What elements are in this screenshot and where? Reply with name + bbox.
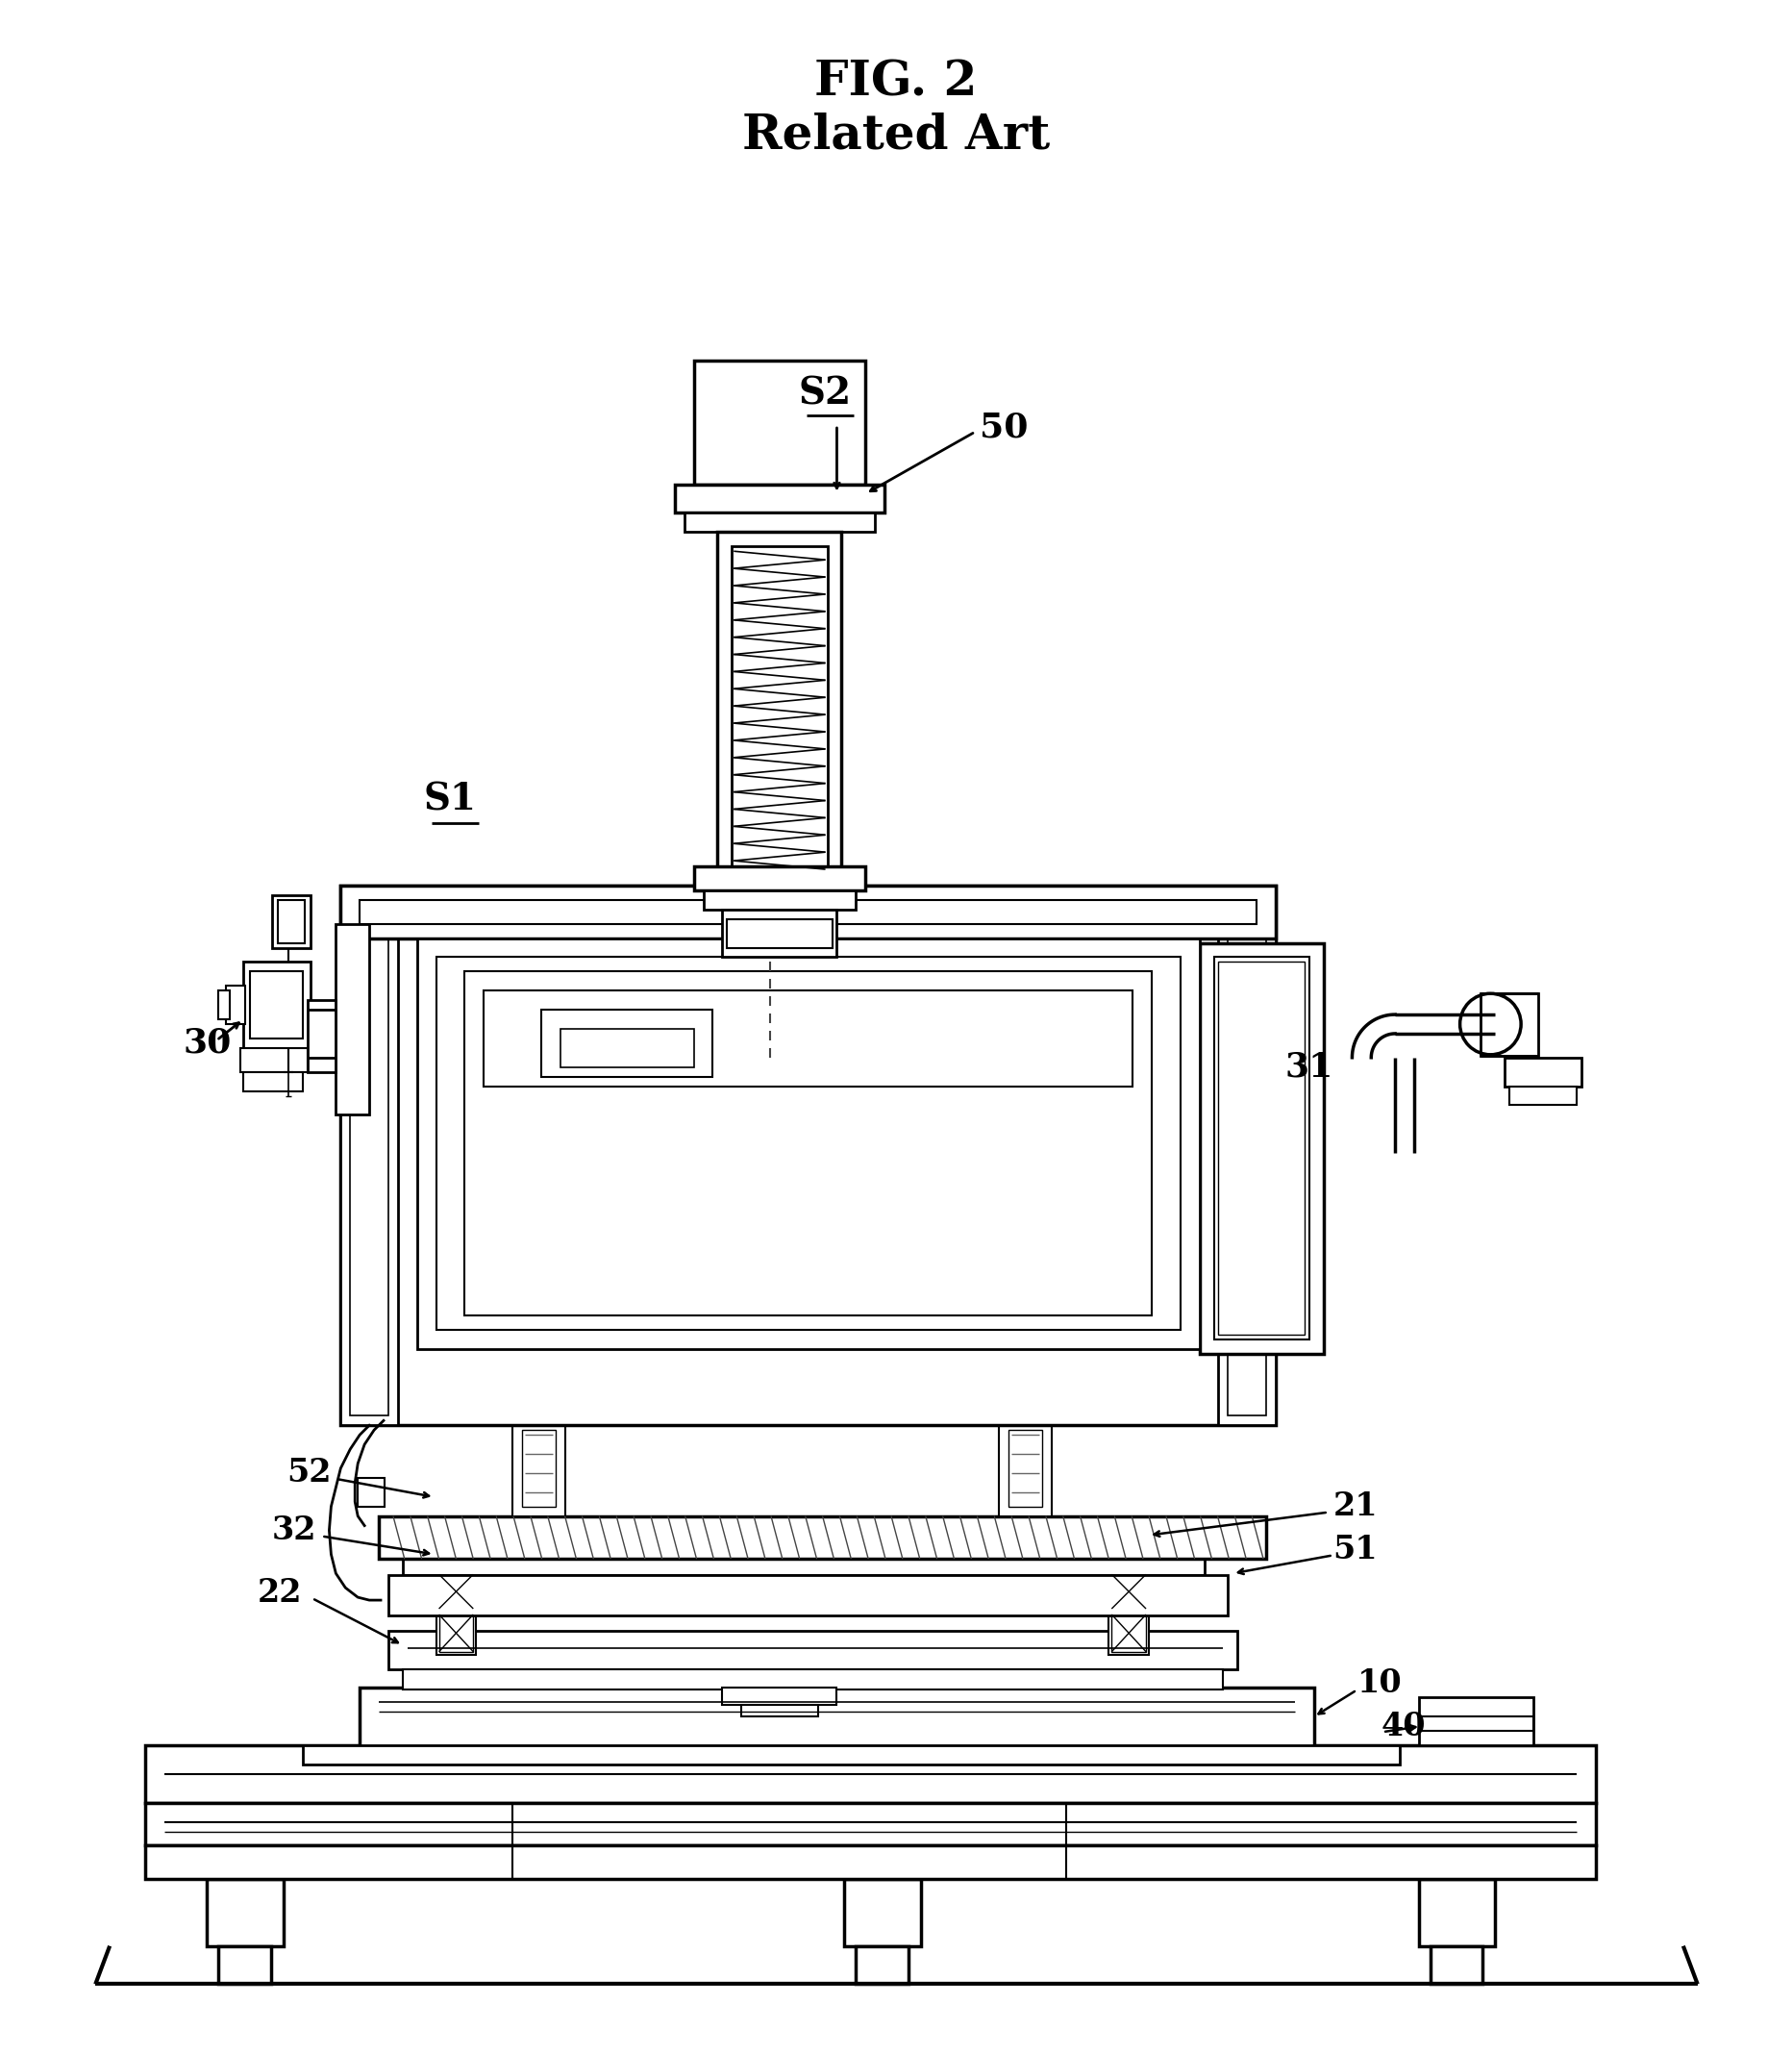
Text: Related Art: Related Art	[742, 113, 1050, 160]
Text: S2: S2	[799, 376, 851, 412]
Bar	[240, 1049, 306, 1071]
Bar	[244, 962, 310, 1049]
Bar	[717, 531, 840, 886]
Bar	[722, 1689, 837, 1705]
Bar	[1417, 1880, 1495, 1945]
Bar	[145, 1845, 1595, 1880]
Bar	[702, 891, 855, 909]
Text: 32: 32	[272, 1514, 317, 1547]
Bar	[244, 1071, 303, 1092]
Bar	[1417, 1718, 1532, 1732]
Bar	[742, 1705, 817, 1718]
Text: 10: 10	[1357, 1668, 1401, 1699]
Bar	[464, 971, 1150, 1315]
Bar	[685, 513, 874, 531]
Bar	[513, 1420, 564, 1516]
Bar	[1213, 956, 1308, 1340]
Bar	[306, 999, 335, 1071]
Text: 52: 52	[287, 1457, 332, 1490]
Bar	[1228, 895, 1265, 1416]
Bar	[349, 895, 389, 1416]
Bar	[206, 1880, 283, 1945]
Bar	[694, 361, 866, 484]
Bar	[360, 901, 1256, 923]
Bar	[335, 923, 369, 1114]
Bar	[1417, 1697, 1532, 1746]
Bar	[219, 1945, 271, 1984]
Bar	[1199, 942, 1322, 1354]
Text: S1: S1	[423, 782, 477, 819]
Bar	[278, 901, 305, 942]
Bar	[340, 886, 1276, 938]
Bar	[728, 919, 831, 948]
Bar	[435, 956, 1179, 1330]
Bar	[249, 971, 303, 1038]
Bar	[358, 1477, 383, 1506]
Bar	[559, 1028, 694, 1067]
Bar	[1107, 1572, 1149, 1611]
Bar	[541, 1010, 713, 1077]
Bar	[389, 1576, 1228, 1615]
Bar	[1219, 962, 1305, 1334]
Bar	[340, 886, 1276, 1426]
Bar	[1509, 1086, 1575, 1106]
Text: FIG. 2: FIG. 2	[814, 60, 977, 107]
Bar	[1111, 1615, 1145, 1652]
Bar	[272, 895, 310, 948]
Bar	[226, 985, 246, 1024]
Text: 30: 30	[183, 1026, 231, 1059]
Bar	[418, 938, 1199, 1348]
Bar	[145, 1802, 1595, 1845]
Bar	[1107, 1611, 1149, 1654]
Bar	[1430, 1945, 1482, 1984]
Bar	[435, 1572, 477, 1611]
Bar	[389, 1631, 1236, 1668]
Bar	[844, 1880, 921, 1945]
Bar	[484, 991, 1133, 1086]
Bar	[521, 1430, 556, 1506]
Bar	[219, 991, 229, 1020]
Bar	[303, 1746, 1400, 1765]
Bar	[1219, 886, 1276, 1426]
Bar	[439, 1615, 473, 1652]
Bar	[403, 1553, 1204, 1576]
Text: 31: 31	[1285, 1051, 1333, 1083]
Bar	[439, 1574, 473, 1609]
Text: 40: 40	[1380, 1711, 1425, 1742]
Bar	[1111, 1574, 1145, 1609]
Bar	[1503, 1057, 1581, 1086]
Bar	[340, 886, 398, 1426]
Text: 51: 51	[1331, 1533, 1376, 1566]
Bar	[674, 484, 883, 513]
Bar	[998, 1420, 1050, 1516]
Bar	[360, 1689, 1314, 1750]
Bar	[378, 1516, 1265, 1560]
Bar	[435, 1611, 477, 1654]
Bar	[1480, 993, 1538, 1055]
Bar	[145, 1746, 1595, 1802]
Bar	[694, 866, 866, 891]
Bar	[722, 909, 837, 956]
Bar	[403, 1668, 1222, 1691]
Text: 22: 22	[258, 1576, 303, 1609]
Text: 21: 21	[1331, 1490, 1376, 1523]
Text: 50: 50	[980, 410, 1029, 443]
Bar	[855, 1945, 909, 1984]
Bar	[731, 546, 826, 872]
Bar	[1009, 1430, 1041, 1506]
